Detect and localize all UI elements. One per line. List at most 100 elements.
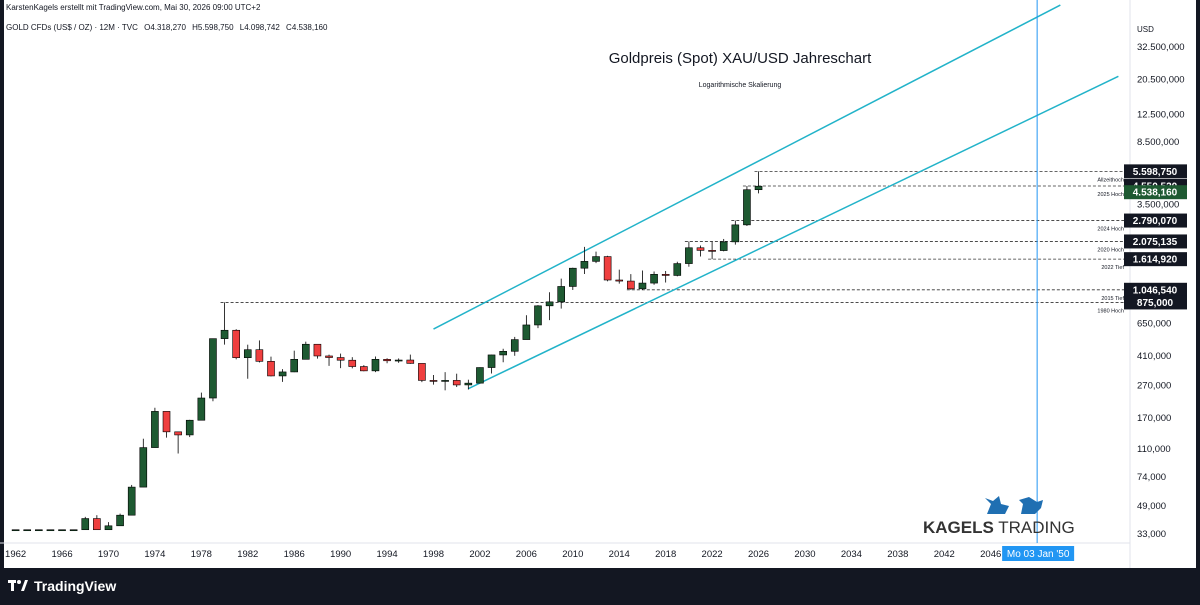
footer-bar: TradingView [0, 568, 1200, 605]
tradingview-icon [8, 580, 28, 591]
brand-logo: KAGELS TRADING [923, 492, 1088, 538]
candle-body [731, 224, 740, 243]
cursor-label: Mo 03 Jan '50 [1007, 549, 1070, 560]
price-tag-label: 1.046,540 [1133, 285, 1178, 296]
candle-body [267, 361, 275, 377]
bull-bear-icon [985, 496, 1043, 514]
symbol-label[interactable]: GOLD CFDs (US$ / OZ) · 12M · TVC [6, 23, 138, 32]
candle-body [615, 279, 624, 282]
ohlc-close: C4.538,160 [286, 23, 328, 32]
candle-body [719, 241, 728, 251]
x-tick-label: 2022 [702, 549, 723, 560]
candle-body [406, 359, 415, 364]
attribution-text: KarstenKagels erstellt mit TradingView.c… [6, 3, 261, 12]
level-label: 2015 Tief [1101, 296, 1124, 302]
x-tick-label: 1982 [237, 549, 258, 560]
x-tick-label: 1966 [51, 549, 72, 560]
candle-body [81, 518, 90, 531]
x-tick-label: 1990 [330, 549, 351, 560]
price-tag-bg [1124, 213, 1187, 228]
x-tick-label: 1970 [98, 549, 119, 560]
brand-name-bold: KAGELS [923, 518, 994, 537]
candle-body [325, 355, 333, 358]
candle-body [696, 247, 705, 251]
candle-body [58, 529, 66, 532]
candle-body [708, 250, 716, 252]
candle-body [151, 411, 159, 448]
candle-body [592, 256, 600, 262]
x-tick-label: 2006 [516, 549, 537, 560]
candle-body [441, 380, 449, 382]
symbol-info: GOLD CFDs (US$ / OZ) · 12M · TVC O4.318,… [6, 23, 331, 32]
candle-body [197, 397, 206, 421]
candle-body [418, 363, 426, 381]
price-tag-label: 1.614,920 [1133, 255, 1178, 266]
candle-body [11, 529, 20, 532]
price-tag-bg [1124, 295, 1187, 310]
y-tick-label: 8.500,000 [1137, 137, 1179, 148]
channel-line-lower [468, 75, 1119, 390]
chart-title: Goldpreis (Spot) XAU/USD Jahreschart [608, 50, 872, 67]
x-tick-label: 2002 [469, 549, 490, 560]
price-tag-bg [1124, 234, 1187, 249]
candle-body [673, 263, 682, 276]
level-label: 1980 Hoch [1097, 308, 1124, 314]
x-tick-label: 2038 [887, 549, 908, 560]
candle-body [603, 256, 612, 281]
y-tick-label: 74,000 [1137, 472, 1166, 483]
level-label: 2020 Hoch [1097, 247, 1124, 253]
candle-body [174, 431, 182, 436]
candle-body [313, 343, 322, 357]
candle-body [46, 529, 55, 532]
tradingview-logo-text: TradingView [34, 578, 117, 594]
candle-body [302, 343, 310, 360]
candle-body [185, 419, 194, 436]
last-price-tag-label: 4.538,160 [1133, 188, 1178, 199]
x-tick-label: 2030 [794, 549, 815, 560]
candle-body [557, 286, 565, 303]
candle-body [360, 366, 368, 372]
x-tick-label: 1978 [191, 549, 212, 560]
chart-frame [4, 0, 1196, 568]
candle-body [278, 371, 287, 377]
candle-body [487, 354, 496, 368]
candle-body [220, 329, 229, 339]
y-tick-label: 410,000 [1137, 351, 1171, 362]
candle-body [162, 411, 171, 433]
candle-body [464, 382, 473, 386]
x-tick-label: 1986 [284, 549, 305, 560]
x-tick-label: 2018 [655, 549, 676, 560]
candle-body [371, 359, 380, 372]
currency-label: USD [1137, 25, 1154, 34]
candle-body [23, 529, 32, 532]
tradingview-logo[interactable]: TradingView [8, 578, 116, 594]
y-tick-label: 12.500,000 [1137, 110, 1185, 121]
x-tick-label: 1994 [377, 549, 398, 560]
y-tick-label: 270,000 [1137, 380, 1171, 391]
x-tick-label: 1962 [5, 549, 26, 560]
x-tick-label: 2046 [980, 549, 1001, 560]
level-label: 2024 Hoch [1097, 227, 1124, 233]
candle-body [569, 267, 577, 287]
candle-body [243, 349, 252, 359]
candle-body [650, 274, 658, 284]
y-tick-label: 49,000 [1137, 501, 1166, 512]
price-tag-label: 2.790,070 [1133, 216, 1178, 227]
x-tick-label: 1974 [144, 549, 165, 560]
x-tick-label: 2026 [748, 549, 769, 560]
candle-body [116, 514, 124, 527]
x-tick-label: 1998 [423, 549, 444, 560]
y-tick-label: 650,000 [1137, 318, 1171, 329]
candle-body [336, 357, 345, 361]
last-price-tag-bg [1124, 185, 1187, 200]
x-tick-label: 2034 [841, 549, 862, 560]
candlestick-chart[interactable]: USD 32.500,000 20.500,000 12.500,000 8.500,0… [0, 0, 1200, 568]
price-tag-label: 875,000 [1137, 298, 1174, 309]
candle-body [476, 367, 484, 384]
candle-body [522, 324, 531, 340]
candle-body [69, 529, 78, 532]
candle-body [534, 305, 542, 326]
price-tag-bg [1124, 252, 1187, 267]
channel-line-upper [433, 4, 1061, 330]
x-tick-label: 2010 [562, 549, 583, 560]
